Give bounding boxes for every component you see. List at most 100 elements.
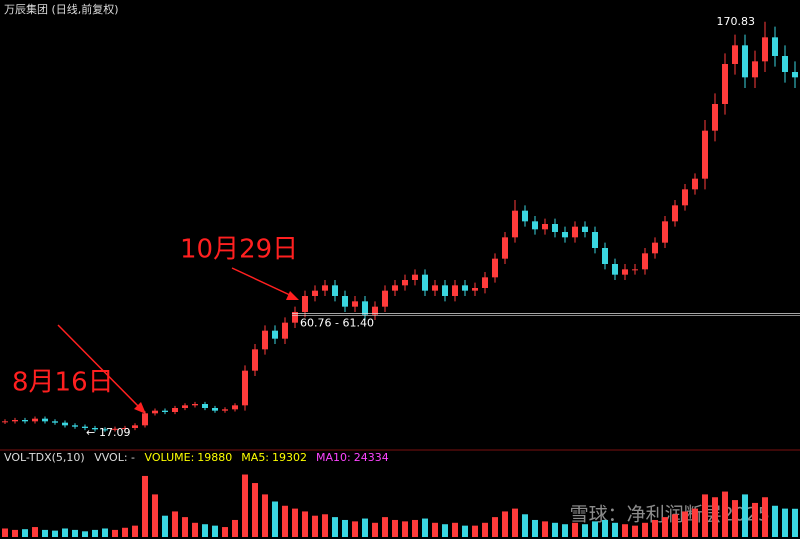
- volume-bar: [622, 524, 628, 537]
- volume-bar: [322, 514, 328, 537]
- indicator-name: VOL-TDX(5,10): [4, 451, 85, 464]
- candle-body: [762, 37, 768, 62]
- volume-bar: [462, 525, 468, 537]
- volume-bar: [592, 521, 598, 537]
- volume-bar: [12, 529, 18, 537]
- volume-bar: [442, 524, 448, 537]
- candle-body: [192, 404, 198, 406]
- candle-body: [432, 285, 438, 291]
- candle-body: [132, 425, 138, 428]
- volume-bar: [222, 527, 228, 537]
- candle-body: [772, 37, 778, 56]
- candle-body: [22, 420, 28, 422]
- indicator-value: 19880: [197, 451, 233, 464]
- volume-bar: [32, 527, 38, 537]
- volume-bar: [722, 491, 728, 537]
- candle-body: [42, 418, 48, 422]
- volume-bar: [602, 519, 608, 537]
- volume-bar: [2, 528, 8, 537]
- volume-bar: [22, 529, 28, 537]
- volume-bar: [282, 505, 288, 537]
- volume-bar: [732, 500, 738, 537]
- watermark: 雪球：净利润断层2025: [570, 504, 770, 526]
- volume-bar: [422, 518, 428, 537]
- candle-body: [242, 370, 248, 406]
- candle-body: [462, 285, 468, 291]
- candle-body: [672, 205, 678, 222]
- candle-body: [792, 72, 798, 78]
- volume-bar: [172, 511, 178, 537]
- volume-bar: [192, 522, 198, 537]
- candle-body: [52, 421, 58, 423]
- volume-bar: [692, 508, 698, 537]
- volume-bar: [362, 518, 368, 537]
- volume-bar: [82, 531, 88, 537]
- volume-bar: [62, 528, 68, 537]
- candle-body: [402, 280, 408, 286]
- high-label: 170.83: [717, 15, 756, 28]
- volume-bar: [652, 519, 658, 537]
- candle-body: [332, 285, 338, 296]
- candle-body: [492, 258, 498, 278]
- candle-body: [302, 296, 308, 312]
- indicator-vvol: VVOL: -: [94, 451, 136, 464]
- chart-title: 万辰集团 (日线,前复权): [4, 3, 119, 16]
- candle-body: [642, 253, 648, 270]
- volume-bar: [132, 525, 138, 537]
- volume-bar: [742, 494, 748, 537]
- candle-body: [602, 248, 608, 264]
- candle-body: [62, 422, 68, 426]
- candle-body: [522, 210, 528, 222]
- candle-body: [162, 410, 168, 412]
- arrowhead: [134, 402, 146, 414]
- candle-body: [582, 226, 588, 232]
- candle-body: [112, 428, 118, 430]
- volume-bar: [182, 517, 188, 537]
- volume-bar: [572, 522, 578, 537]
- volume-bar: [272, 501, 278, 537]
- volume-bar: [502, 511, 508, 537]
- indicator-item: MA10: 24334: [316, 451, 392, 464]
- candle-body: [422, 274, 428, 291]
- candle-body: [562, 232, 568, 238]
- gap-label: 60.76 - 61.40: [300, 316, 374, 329]
- candle-body: [502, 237, 508, 259]
- volume-bar: [112, 529, 118, 537]
- candle-body: [752, 61, 758, 78]
- indicator-value: 19302: [272, 451, 308, 464]
- volume-bar: [252, 483, 258, 537]
- volume-bar: [372, 522, 378, 537]
- volume-bar: [392, 519, 398, 537]
- volume-bar: [642, 522, 648, 537]
- candle-body: [572, 226, 578, 238]
- indicator-item: MA5: 19302: [241, 451, 310, 464]
- candle-body: [102, 429, 108, 431]
- volume-bar: [772, 505, 778, 537]
- candle-body: [352, 301, 358, 307]
- candle-body: [652, 242, 658, 254]
- candle-body: [662, 221, 668, 243]
- candle-body: [512, 210, 518, 238]
- volume-bar: [262, 494, 268, 537]
- candle-body: [732, 45, 738, 64]
- candle-body: [702, 130, 708, 179]
- candle-body: [172, 408, 178, 412]
- volume-bar: [542, 521, 548, 537]
- volume-bar: [382, 517, 388, 537]
- candle-body: [782, 56, 788, 72]
- candle-body: [382, 290, 388, 307]
- volume-bar: [512, 508, 518, 537]
- candle-body: [272, 330, 278, 339]
- candle-body: [292, 312, 298, 323]
- volume-bar: [682, 511, 688, 537]
- candle-body: [442, 285, 448, 296]
- volume-bar: [352, 521, 358, 537]
- candle-body: [542, 224, 548, 230]
- volume-bar: [232, 519, 238, 537]
- volume-bar: [492, 517, 498, 537]
- candle-body: [692, 178, 698, 190]
- volume-bar: [312, 515, 318, 537]
- volume-bar: [562, 524, 568, 537]
- volume-bar: [202, 524, 208, 537]
- candle-body: [392, 285, 398, 291]
